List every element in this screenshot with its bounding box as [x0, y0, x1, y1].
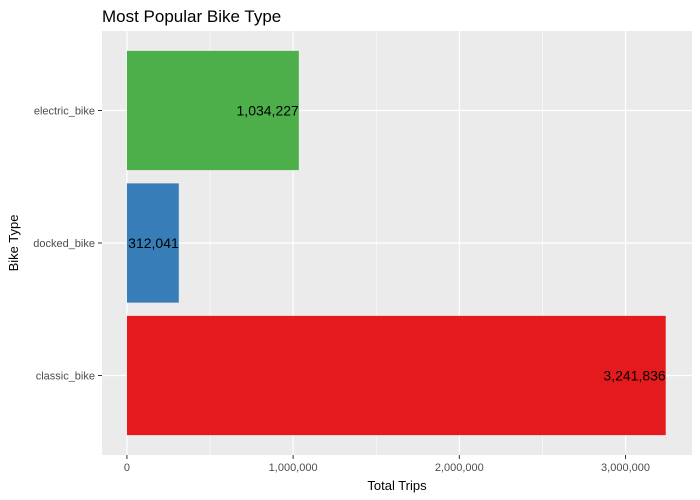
y-tick-label: docked_bike	[33, 238, 95, 250]
x-tick-label: 1,000,000	[269, 462, 318, 474]
x-tick-label: 0	[124, 462, 130, 474]
y-axis: classic_bike docked_bike electric_bike	[33, 106, 102, 383]
data-label-classic-bike: 3,241,836	[603, 368, 665, 384]
data-label-electric-bike: 1,034,227	[237, 103, 299, 119]
x-axis: 0 1,000,000 2,000,000 3,000,000	[124, 455, 650, 474]
y-tick-label: classic_bike	[36, 371, 95, 383]
bar-electric-bike	[126, 50, 299, 171]
y-axis-title: Bike Type	[6, 215, 21, 272]
data-labels: 3,241,836 312,041 1,034,227	[128, 103, 666, 384]
data-label-docked-bike: 312,041	[128, 235, 179, 251]
x-tick-label: 2,000,000	[435, 462, 484, 474]
x-tick-label: 3,000,000	[601, 462, 650, 474]
bars	[126, 50, 666, 436]
y-tick-label: electric_bike	[34, 106, 95, 118]
chart-title: Most Popular Bike Type	[102, 7, 281, 26]
bar-classic-bike	[126, 315, 666, 436]
bar-docked-bike	[126, 183, 179, 303]
x-axis-title: Total Trips	[367, 478, 427, 493]
